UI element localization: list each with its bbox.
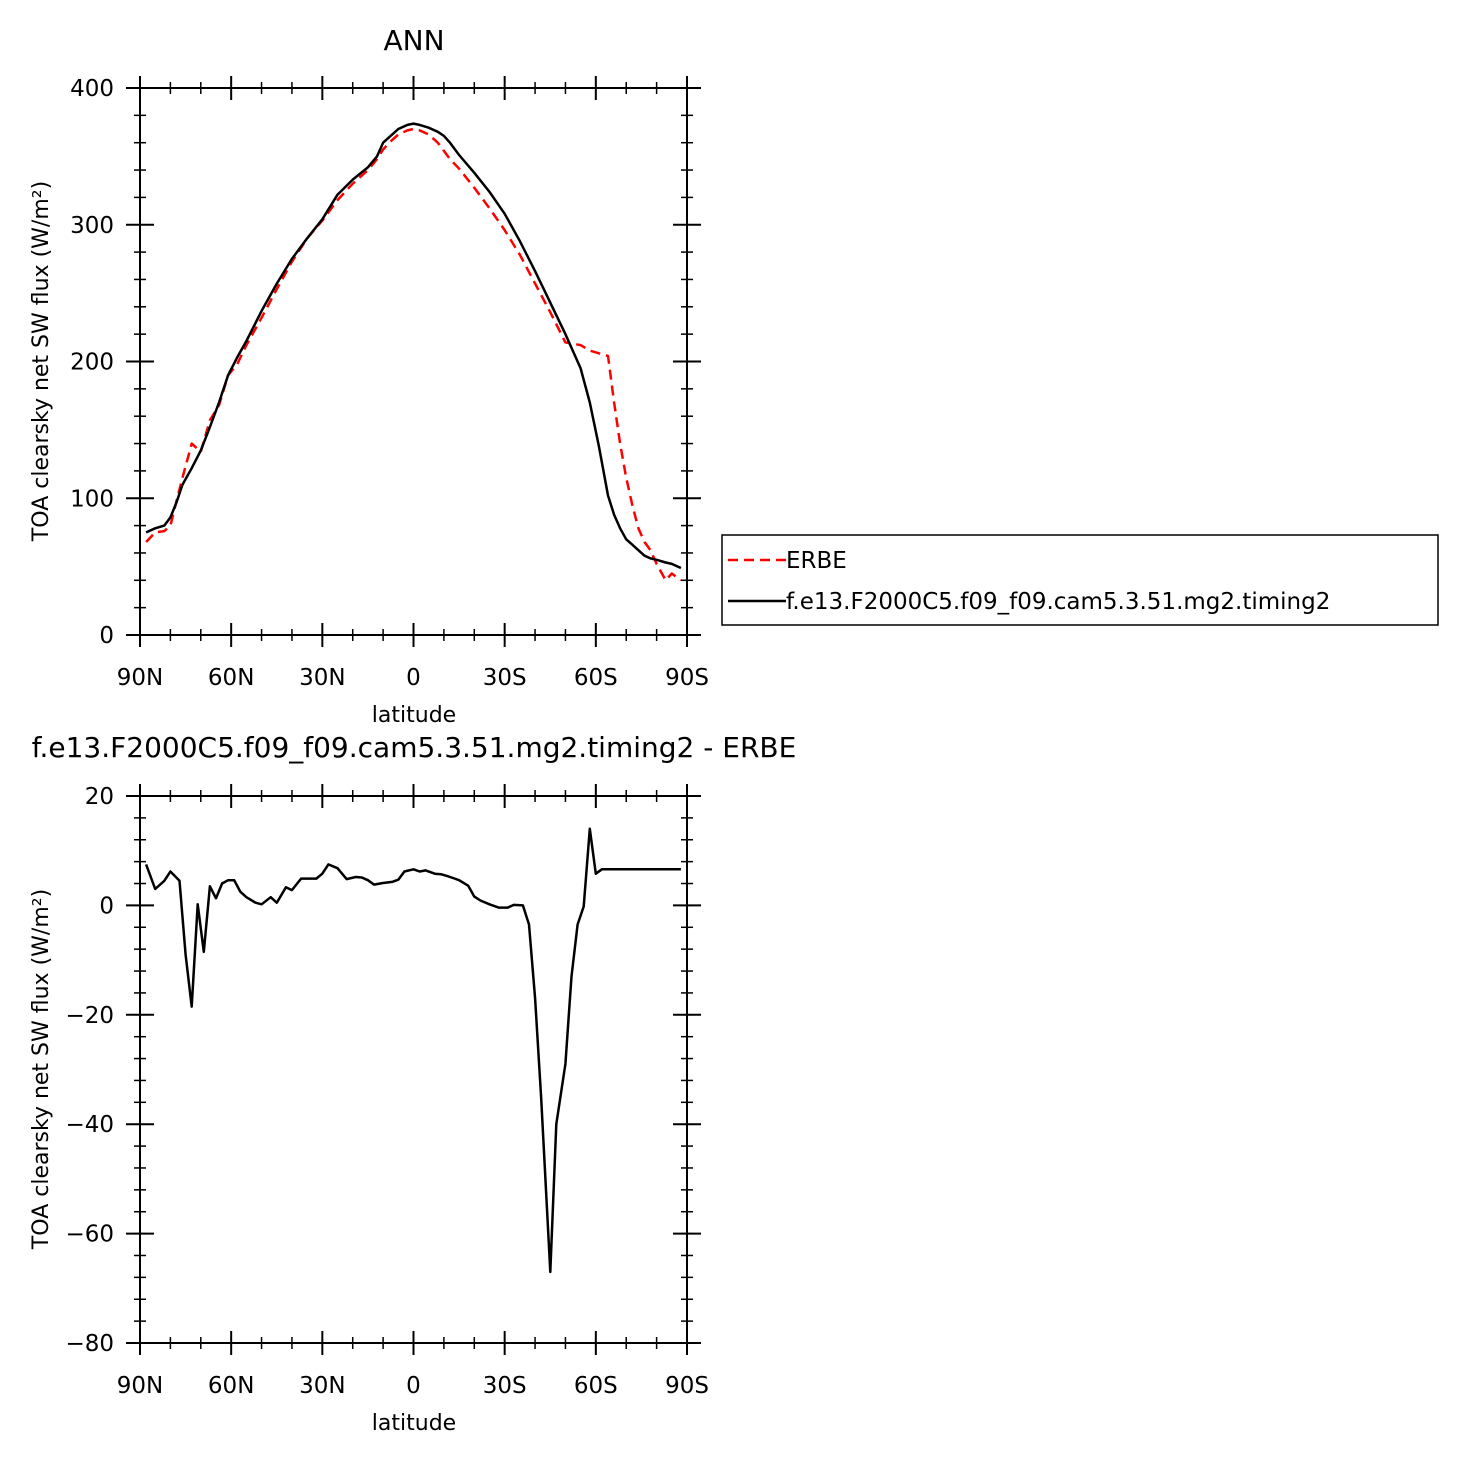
top-x-tick-label: 90N [117, 665, 163, 691]
top-x-tick-label: 30S [483, 665, 527, 691]
bottom-x-tick-label: 90N [117, 1373, 163, 1399]
bottom-series-group [144, 827, 681, 1274]
bottom-y-tick-label: −40 [65, 1112, 114, 1138]
bottom-x-tick-label: 30N [299, 1373, 345, 1399]
top-y-tick-label: 300 [70, 213, 114, 239]
top-y-tick-label: 100 [70, 486, 114, 512]
top-series-line-1 [145, 122, 682, 570]
top-x-axis-label: latitude [372, 703, 456, 728]
top-y-tick-labels: 0 100 200 300 400 [70, 76, 114, 649]
bottom-x-axis-label: latitude [372, 1411, 456, 1436]
top-x-tick-label: 0 [406, 665, 421, 691]
top-y-axis-label: TOA clearsky net SW flux (W/m²) [29, 181, 54, 542]
top-y-tick-label: 400 [70, 76, 114, 102]
bottom-y-tick-label: 20 [85, 784, 114, 810]
bottom-y-tick-label: −80 [65, 1331, 114, 1357]
bottom-x-tick-label: 90S [665, 1373, 709, 1399]
top-series-group [145, 122, 682, 582]
top-axis-ticks [126, 76, 701, 647]
top-x-tick-labels: 90N 60N 30N 0 30S 60S 90S [117, 665, 709, 691]
bottom-y-tick-label: 0 [99, 893, 114, 919]
bottom-series-line-0 [144, 827, 681, 1274]
bottom-chart-title: f.e13.F2000C5.f09_f09.cam5.3.51.mg2.timi… [32, 731, 797, 764]
legend: ERBE f.e13.F2000C5.f09_f09.cam5.3.51.mg2… [721, 534, 1439, 626]
bottom-y-tick-label: −60 [65, 1222, 114, 1248]
bottom-x-tick-labels: 90N 60N 30N 0 30S 60S 90S [117, 1373, 709, 1399]
bottom-x-tick-label: 60S [574, 1373, 618, 1399]
legend-box [721, 534, 1439, 626]
bottom-x-tick-label: 60N [208, 1373, 254, 1399]
top-x-tick-label: 30N [299, 665, 345, 691]
top-x-tick-label: 90S [665, 665, 709, 691]
top-x-tick-label: 60S [574, 665, 618, 691]
top-x-tick-label: 60N [208, 665, 254, 691]
top-chart-title: ANN [383, 24, 444, 57]
bottom-y-axis-label: TOA clearsky net SW flux (W/m²) [29, 889, 54, 1250]
bottom-y-tick-labels: −80 −60 −40 −20 0 20 [65, 784, 114, 1357]
bottom-y-tick-label: −20 [65, 1003, 114, 1029]
bottom-x-tick-label: 0 [406, 1373, 421, 1399]
top-y-tick-label: 200 [70, 350, 114, 376]
legend-label-model: f.e13.F2000C5.f09_f09.cam5.3.51.mg2.timi… [786, 589, 1330, 615]
legend-label-erbe: ERBE [786, 548, 847, 574]
bottom-x-tick-label: 30S [483, 1373, 527, 1399]
top-y-tick-label: 0 [99, 623, 114, 649]
bottom-chart-panel: f.e13.F2000C5.f09_f09.cam5.3.51.mg2.timi… [29, 731, 796, 1436]
top-chart-panel: ANN 90N 60N 30N 0 30S 60S 90S 0 100 200 300 400 la… [29, 24, 709, 728]
bottom-axis-ticks [126, 784, 701, 1355]
